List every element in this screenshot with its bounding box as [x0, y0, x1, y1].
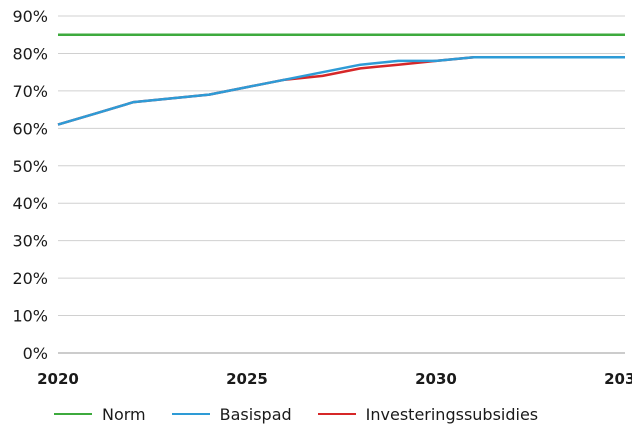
- legend-item-basispad: Basispad: [171, 404, 292, 424]
- y-tick-label: 0%: [23, 344, 48, 363]
- y-axis-ticks: 0% 10% 20% 30% 40% 50% 60% 70% 80% 90%: [12, 7, 48, 363]
- y-tick-label: 60%: [12, 119, 48, 138]
- x-tick-label: 2020: [37, 370, 79, 388]
- series-lines: [57, 33, 625, 126]
- series-line-basispad: [57, 55, 625, 126]
- grid-lines: [58, 15, 625, 354]
- legend-swatch: [54, 413, 92, 415]
- y-tick-label: 80%: [12, 44, 48, 63]
- x-tick-label: 2025: [226, 370, 268, 388]
- legend-item-investeringssubsidies: Investeringssubsidies: [317, 404, 539, 424]
- legend-swatch: [171, 413, 210, 415]
- legend-swatch: [317, 413, 356, 415]
- y-tick-label: 40%: [12, 194, 48, 213]
- legend-label: Investeringssubsidies: [365, 404, 539, 424]
- y-tick-label: 90%: [12, 7, 48, 26]
- line-chart: 0%10%20%30%40%50%60%70%80%90% 2020 2025 20…: [12, 7, 632, 388]
- y-tick-label: 50%: [12, 157, 48, 176]
- legend-item-norm: Norm: [54, 405, 146, 424]
- legend: Norm Basispad Investeringssubsidies: [54, 402, 564, 426]
- y-tick-label: 20%: [12, 269, 48, 288]
- x-tick-label: 2030: [415, 370, 457, 388]
- legend-label: Norm: [102, 404, 146, 424]
- legend-label: Basispad: [219, 404, 292, 424]
- y-tick-label: 10%: [12, 307, 48, 326]
- y-tick-label: 70%: [12, 82, 48, 101]
- x-axis-ticks: 2020 2025 2030 2035: [37, 370, 632, 388]
- y-tick-label: 30%: [12, 232, 48, 251]
- x-tick-label: 2035: [604, 370, 632, 388]
